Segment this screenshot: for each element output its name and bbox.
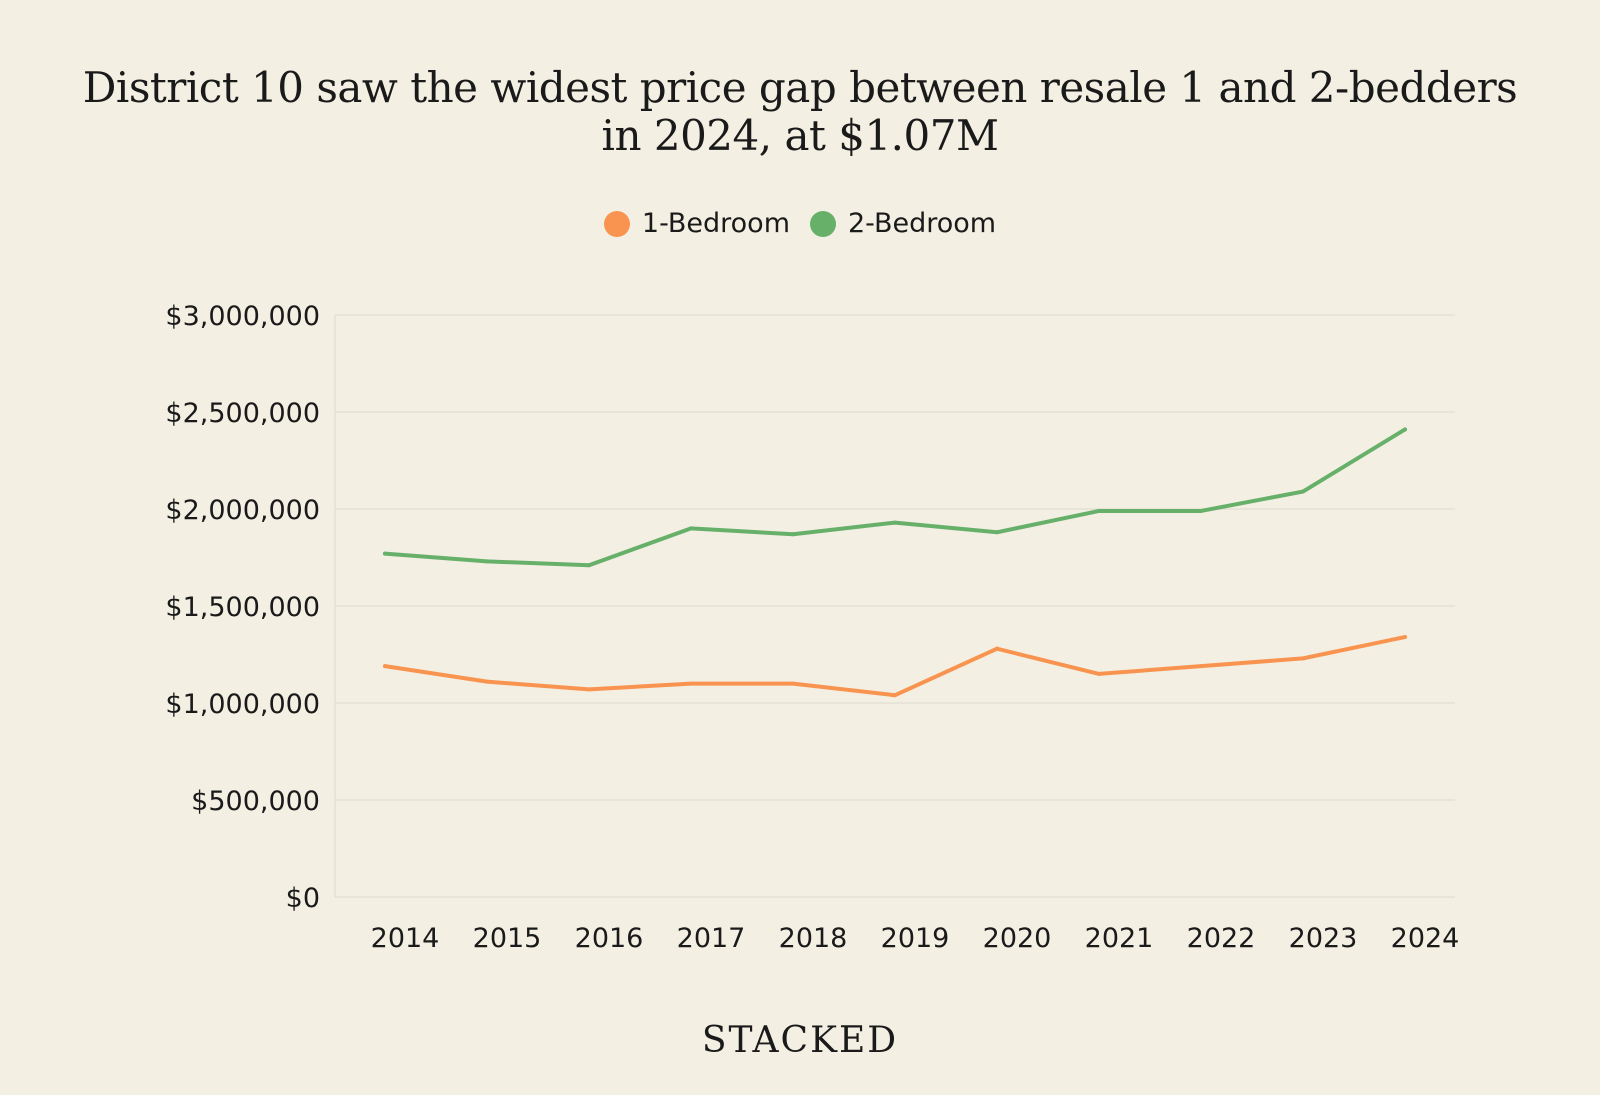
data-point (791, 681, 795, 686)
data-point (1097, 508, 1101, 513)
x-tick-label: 2024 (1391, 923, 1460, 954)
data-point (689, 681, 693, 686)
data-point (893, 693, 897, 698)
data-point (1301, 656, 1305, 661)
legend-label-2-bedroom: 2-Bedroom (848, 208, 997, 239)
x-tick-label: 2018 (779, 923, 848, 954)
y-tick-label: $1,500,000 (165, 592, 320, 623)
data-point (1199, 664, 1203, 669)
chart-title: District 10 saw the widest price gap bet… (82, 63, 1518, 160)
legend-swatch-1-bedroom (603, 210, 630, 237)
data-point (587, 687, 591, 692)
data-point (383, 551, 387, 556)
x-tick-label: 2020 (983, 923, 1052, 954)
data-point (1301, 489, 1305, 494)
y-tick-label: $1,000,000 (165, 689, 320, 720)
data-point (1097, 671, 1101, 676)
series-line-1-bedroom (383, 635, 1407, 698)
legend-item-1-bedroom[interactable]: 1-Bedroom (603, 208, 790, 239)
series-line-2-bedroom (383, 427, 1407, 568)
data-point (689, 526, 693, 531)
data-point (995, 646, 999, 651)
legend: 1-Bedroom 2-Bedroom (0, 208, 1600, 239)
x-tick-label: 2015 (473, 923, 542, 954)
x-tick-label: 2022 (1187, 923, 1256, 954)
data-point (791, 532, 795, 537)
data-point (995, 530, 999, 535)
x-tick-label: 2017 (677, 923, 746, 954)
x-tick-label: 2016 (575, 923, 644, 954)
data-point (485, 679, 489, 684)
y-tick-label: $2,000,000 (165, 495, 320, 526)
legend-item-2-bedroom[interactable]: 2-Bedroom (810, 208, 996, 239)
legend-label-1-bedroom: 1-Bedroom (641, 208, 790, 239)
data-point (587, 563, 591, 568)
data-point (1199, 508, 1203, 513)
x-tick-label: 2021 (1085, 923, 1154, 954)
data-point (893, 520, 897, 525)
x-tick-label: 2014 (371, 923, 440, 954)
data-point (1403, 427, 1407, 432)
data-point (1403, 635, 1407, 640)
y-tick-label: $2,500,000 (165, 398, 320, 429)
legend-swatch-2-bedroom (810, 210, 836, 237)
x-tick-label: 2019 (881, 923, 950, 954)
brand-logo: STACKED (701, 1020, 899, 1061)
y-tick-label: $3,000,000 (165, 301, 320, 332)
data-point (383, 664, 387, 669)
y-tick-label: $500,000 (191, 786, 320, 817)
data-point (485, 559, 489, 564)
y-tick-label: $0 (286, 883, 320, 914)
x-tick-label: 2023 (1289, 923, 1358, 954)
